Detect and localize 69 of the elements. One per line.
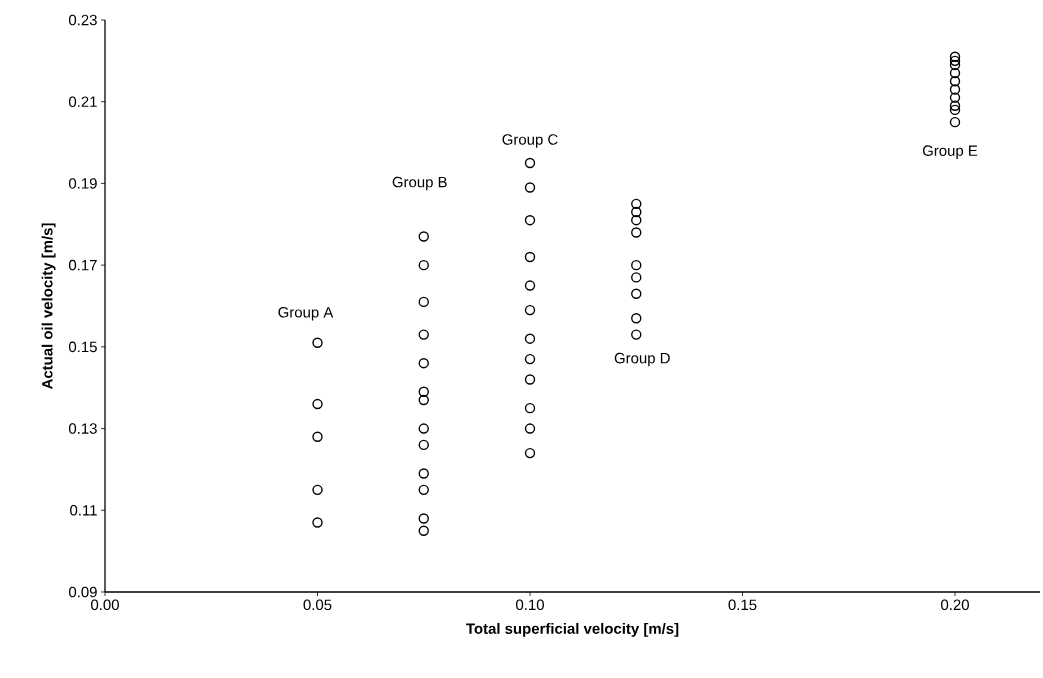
x-tick-label: 0.05 (303, 599, 332, 611)
point (631, 259, 642, 271)
point (418, 439, 429, 451)
point (418, 423, 429, 434)
point (631, 329, 642, 340)
x-tick-label: 0.00 (91, 599, 119, 611)
point (631, 272, 642, 283)
point (418, 329, 429, 340)
point (631, 288, 642, 299)
point (631, 206, 642, 218)
point (524, 447, 536, 459)
point (949, 67, 961, 79)
annotation: Group D (614, 352, 670, 367)
point (524, 280, 536, 291)
point (418, 296, 429, 308)
annotation: Group B (392, 176, 447, 191)
point (949, 92, 961, 103)
point (312, 431, 323, 442)
point (418, 358, 429, 369)
point (949, 55, 961, 67)
point (631, 215, 642, 226)
point (418, 525, 429, 536)
point (418, 394, 429, 406)
point (524, 374, 536, 385)
x-tick-label: 0.10 (516, 599, 544, 611)
point (631, 198, 642, 210)
point (524, 353, 536, 365)
y-tick-label: 0.13 (68, 423, 97, 434)
point (312, 517, 323, 528)
point (631, 313, 642, 324)
point (418, 513, 429, 524)
point (524, 423, 536, 434)
point (949, 116, 961, 128)
point (524, 251, 536, 263)
y-tick-label: 0.21 (68, 96, 97, 107)
x-axis-title: Total superficial velocity [m/s] (466, 622, 679, 637)
point (418, 231, 429, 242)
point (949, 104, 961, 116)
y-tick-label: 0.17 (68, 259, 97, 271)
y-tick-label: 0.11 (70, 504, 97, 516)
y-tick-label: 0.15 (68, 341, 97, 353)
x-tick-label: 0.20 (941, 599, 969, 611)
point (524, 304, 536, 316)
x-tick-label: 0.15 (728, 599, 757, 611)
point (524, 215, 536, 226)
y-axis-title: Actual oil velocity [m/s] (41, 223, 56, 390)
point (631, 227, 642, 238)
annotation: Group A (278, 307, 334, 321)
y-tick-label: 0.09 (68, 586, 97, 598)
point (418, 468, 429, 479)
point (418, 386, 429, 397)
point (524, 333, 536, 344)
point (312, 398, 323, 410)
point (418, 484, 429, 496)
point (418, 259, 429, 271)
point (524, 157, 536, 169)
point (949, 84, 961, 95)
point (949, 59, 961, 71)
annotation: Group C (502, 134, 558, 148)
point (312, 484, 323, 496)
point (949, 76, 961, 87)
point (949, 51, 961, 62)
annotation: Group E (922, 145, 978, 159)
point (949, 100, 961, 111)
y-tick-label: 0.19 (68, 178, 97, 189)
y-tick-label: 0.23 (68, 14, 97, 26)
point (524, 182, 536, 193)
point (524, 402, 536, 414)
point (312, 337, 323, 348)
